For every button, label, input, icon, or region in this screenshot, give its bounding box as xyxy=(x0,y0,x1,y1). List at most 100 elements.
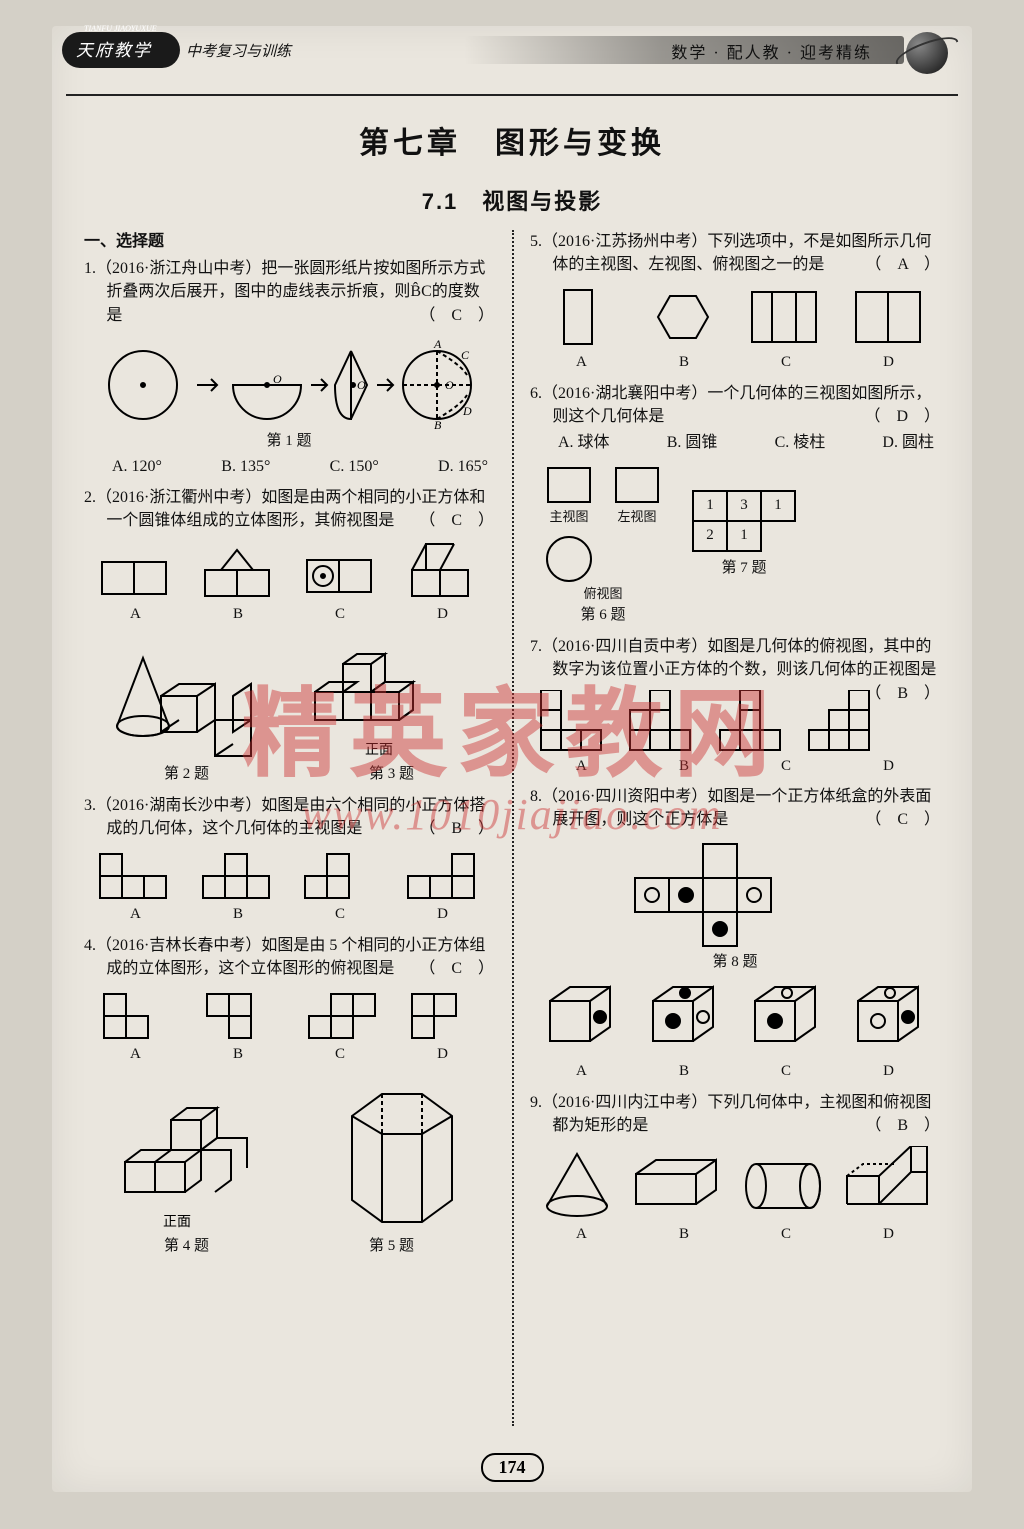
q7-c01: 3 xyxy=(727,491,761,521)
question-7: 7.（2016·四川自贡中考）如图是几何体的俯视图，其中的数字为该位置小正方体的… xyxy=(530,635,940,777)
q7-answer: （ B ） xyxy=(888,682,940,705)
question-5: 5.（2016·江苏扬州中考）下列选项中，不是如图所示几何体的主视图、左视图、俯… xyxy=(530,230,940,374)
svg-text:A: A xyxy=(433,337,442,351)
q7-labB: B xyxy=(679,756,689,778)
q2-labB: B xyxy=(233,604,243,626)
q7-c12 xyxy=(761,521,795,551)
q7-c10: 2 xyxy=(693,521,727,551)
q2-optC-svg xyxy=(301,548,379,602)
columns: 一、选择题 1.（2016·浙江舟山中考）把一张圆形纸片按如图所示方式折叠两次后… xyxy=(84,230,940,1432)
q9-labD: D xyxy=(883,1224,894,1246)
q7-optB-svg xyxy=(624,690,704,754)
q5-labB: B xyxy=(679,352,689,374)
q5-optC-svg xyxy=(744,284,824,350)
q4-optD-svg xyxy=(406,988,480,1042)
q5-labD: D xyxy=(883,352,894,374)
q9-answer: （ B ） xyxy=(888,1114,940,1137)
question-3: 3.（2016·湖南长沙中考）如图是由六个相同的小正方体搭成的几何体，这个几何体… xyxy=(84,794,494,926)
q1-figcap: 第 1 题 xyxy=(84,431,494,453)
q2-optA-svg xyxy=(96,548,174,602)
header-banner-text: 数学 · 配人教 · 迎考精练 xyxy=(671,39,872,63)
q3-optD-svg xyxy=(404,848,482,902)
q5-optB-svg xyxy=(638,284,720,350)
q6-optD: D. 圆柱 xyxy=(882,431,934,454)
q3-labC: C xyxy=(335,904,345,926)
q1-optA: A. 120° xyxy=(112,455,162,478)
planet-icon xyxy=(900,26,954,80)
q1-optC: C. 150° xyxy=(330,455,379,478)
q6-fu-svg xyxy=(542,533,596,585)
q6-options: A. 球体 B. 圆锥 C. 棱柱 D. 圆柱 xyxy=(530,431,940,454)
q8-optB-svg xyxy=(643,981,725,1059)
q5-solid-svg xyxy=(322,1082,472,1232)
question-4: 4.（2016·吉林长春中考）如图是由 5 个相同的小正方体组成的立体图形，这个… xyxy=(84,934,494,1258)
section-title: 7.1 视图与投影 xyxy=(52,184,972,216)
q2q3-solids: 正面 xyxy=(84,640,494,760)
q7-optD-svg xyxy=(803,690,883,754)
question-9: 9.（2016·四川内江中考）下列几何体中，主视图和俯视图都为矩形的是 （ B … xyxy=(530,1091,940,1245)
header-right: 数学 · 配人教 · 迎考精练 xyxy=(438,30,958,70)
q7-table: 131 21 xyxy=(692,490,796,552)
q5-optA-svg xyxy=(542,284,614,350)
q8-net xyxy=(530,840,940,950)
svg-text:正面: 正面 xyxy=(163,1215,191,1230)
q6-optB: B. 圆锥 xyxy=(667,431,718,454)
q6-figure: 主视图 左视图 俯视图 第 6 题 xyxy=(542,464,664,627)
q4-solid-svg: 正面 xyxy=(107,1102,277,1232)
brand-sub: 中考复习与训练 xyxy=(186,40,291,61)
q4-answer: （ C ） xyxy=(442,957,494,980)
q8-optC-svg xyxy=(745,981,827,1059)
q7-labD: D xyxy=(883,756,894,778)
q2-solid-svg xyxy=(99,640,269,760)
q9-optB-svg xyxy=(628,1146,724,1222)
q1-optB: B. 135° xyxy=(221,455,270,478)
q2-answer: （ C ） xyxy=(442,509,494,532)
svg-text:O: O xyxy=(445,378,454,392)
q7-optA-svg xyxy=(535,690,615,754)
q3-labB: B xyxy=(233,904,243,926)
page-header: TIANFU JIAOYUXUE 天府教学 中考复习与训练 数学 · 配人教 ·… xyxy=(52,26,972,90)
question-6: 6.（2016·湖北襄阳中考）一个几何体的三视图如图所示，则这个几何体是 （ D… xyxy=(530,382,940,627)
page-number: 174 xyxy=(481,1453,544,1482)
q7-grid: 131 21 第 7 题 xyxy=(692,490,796,580)
svg-text:B: B xyxy=(434,418,442,429)
q2-optB-svg xyxy=(199,548,277,602)
q8-optD-svg xyxy=(848,981,930,1059)
q2-labC: C xyxy=(335,604,345,626)
svg-text:O: O xyxy=(273,372,282,386)
q8-options-fig xyxy=(530,981,940,1059)
svg-text:C: C xyxy=(461,348,470,362)
q7-c11: 1 xyxy=(727,521,761,551)
q6-zhu: 主视图 xyxy=(542,508,596,527)
q4-labC: C xyxy=(335,1044,345,1066)
q2-labD: D xyxy=(437,604,448,626)
q9-optC-svg xyxy=(734,1146,830,1222)
q5-labA: A xyxy=(576,352,587,374)
q3-figcap: 第 3 题 xyxy=(369,764,414,786)
q4-options-fig xyxy=(84,988,494,1042)
q8-labB: B xyxy=(679,1061,689,1083)
brand-text: 天府教学 xyxy=(76,36,152,61)
q7-figcap: 第 7 题 xyxy=(692,558,796,580)
q6-zhu-svg xyxy=(542,464,596,508)
q7-labC: C xyxy=(781,756,791,778)
q1-optD: D. 165° xyxy=(438,455,488,478)
question-2: 2.（2016·浙江衢州中考）如图是由两个相同的小正方体和一个圆锥体组成的立体图… xyxy=(84,486,494,786)
q2-options-fig xyxy=(84,540,494,602)
q8-optA-svg xyxy=(540,981,622,1059)
q7-c00: 1 xyxy=(693,491,727,521)
q3-solid-svg: 正面 xyxy=(299,640,479,760)
q6-figcap: 第 6 题 xyxy=(542,605,664,627)
brand-badge: TIANFU JIAOYUXUE 天府教学 中考复习与训练 xyxy=(62,28,302,76)
q3-labD: D xyxy=(437,904,448,926)
q8-net-svg xyxy=(625,840,845,950)
q4-optA-svg xyxy=(98,988,172,1042)
svg-text:D: D xyxy=(462,404,472,418)
chapter-title: 第七章 图形与变换 xyxy=(52,118,972,162)
q9-labB: B xyxy=(679,1224,689,1246)
page: TIANFU JIAOYUXUE 天府教学 中考复习与训练 数学 · 配人教 ·… xyxy=(52,26,972,1492)
q7-c02: 1 xyxy=(761,491,795,521)
q7-options-fig xyxy=(530,690,888,754)
q1-options: A. 120° B. 135° C. 150° D. 165° xyxy=(84,455,494,478)
q2-optD-svg xyxy=(404,540,482,602)
